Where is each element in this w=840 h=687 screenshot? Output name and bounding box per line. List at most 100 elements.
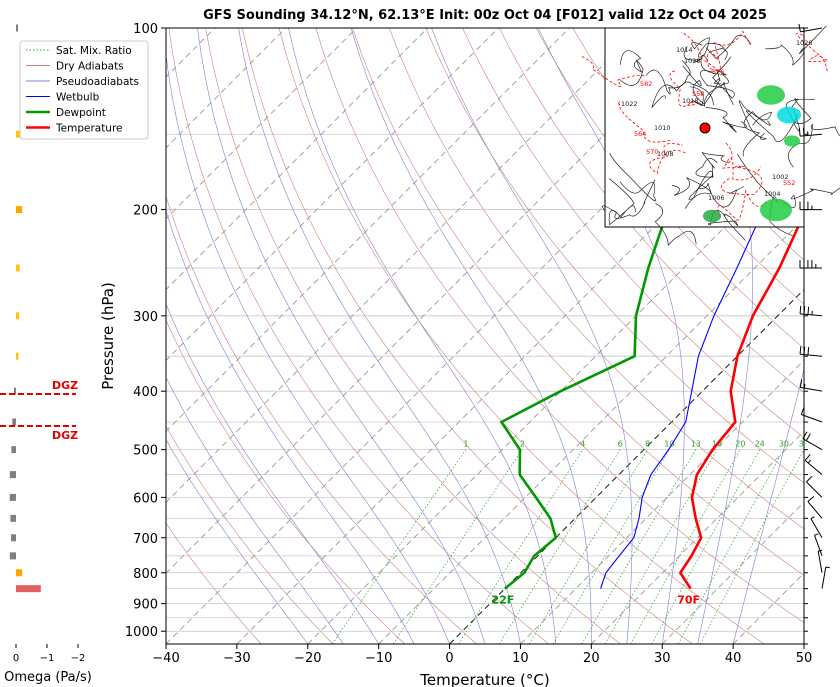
- isotherm: [166, 28, 357, 220]
- map-height-contour: [649, 143, 686, 175]
- map-height-contour: [724, 142, 762, 181]
- omega-bar: [9, 471, 16, 479]
- x-tick-label: −40: [152, 651, 179, 666]
- isotherm: [166, 28, 570, 432]
- isotherm: [591, 430, 804, 644]
- omega-bars: [9, 24, 41, 593]
- chart-title: GFS Sounding 34.12°N, 62.13°E Init: 00z …: [203, 8, 767, 23]
- map-contour-label: 570: [646, 148, 658, 156]
- pseudoadiabats: [166, 28, 804, 644]
- isotherm: [803, 643, 804, 644]
- y-tick-label: 400: [133, 385, 158, 400]
- map-contour-label: 1026: [796, 39, 813, 47]
- omega-bar: [16, 312, 20, 320]
- mixing-ratio-line: [651, 449, 761, 644]
- map-precip-area: [777, 106, 801, 124]
- map-height-contour: [669, 70, 700, 107]
- dry-adiabat: [425, 28, 804, 484]
- surface-annotations: 22F 70F: [491, 594, 700, 607]
- pseudoadiabat: [350, 28, 592, 644]
- map-coastline: [602, 179, 656, 219]
- dry-adiabat: [242, 28, 693, 644]
- isotherm: [166, 28, 287, 149]
- plot-frame: [165, 27, 805, 645]
- y-tick-label: 800: [133, 567, 158, 582]
- omega-bar: [16, 130, 21, 138]
- legend-label: Pseudoadiabats: [56, 76, 139, 88]
- mixing-ratio-label: 36: [799, 440, 809, 449]
- map-coastline: [787, 123, 840, 168]
- map-contour-label: 1018: [682, 97, 699, 105]
- mixing-ratio-label: 2: [520, 440, 525, 449]
- omega-tick-label: −1: [40, 653, 55, 664]
- wind-barb: [798, 23, 823, 33]
- pseudoadiabat: [680, 28, 754, 644]
- pseudoadiabat: [288, 28, 557, 644]
- omega-bar: [12, 418, 16, 426]
- wind-barb: [807, 495, 823, 519]
- x-tick-label: 10: [512, 651, 529, 666]
- legend: Sat. Mix. Ratio Dry Adiabats Pseudoadiabat…: [19, 40, 149, 140]
- omega-bar: [9, 552, 16, 560]
- pseudoadiabat: [166, 52, 450, 644]
- wind-barb: [800, 406, 823, 423]
- map-coastline: [651, 81, 714, 109]
- y-tick-label: 1000: [125, 625, 158, 640]
- x-tick-label: 20: [583, 651, 600, 666]
- pseudoadiabat: [166, 209, 415, 644]
- y-tick-label: 300: [133, 310, 158, 325]
- legend-label: Dry Adiabats: [56, 61, 124, 73]
- pseudoadiabat: [537, 28, 685, 644]
- isotherm: [307, 147, 804, 644]
- y-tick-label: 500: [133, 444, 158, 459]
- dry-adiabat: [830, 28, 840, 644]
- mixing-ratio-label: 24: [755, 440, 765, 449]
- map-coastline: [691, 37, 710, 62]
- mixing-ratio-label: 6: [618, 440, 623, 449]
- map-height-contour: [717, 189, 767, 221]
- wind-barb: [799, 260, 822, 269]
- map-coastline: [785, 98, 815, 124]
- map-height-contour: [681, 31, 719, 71]
- map-contour-label: 552: [783, 179, 795, 187]
- pseudoadiabat: [732, 367, 804, 644]
- dry-adiabat: [278, 28, 765, 644]
- dry-adiabat: [168, 28, 549, 644]
- legend-label: Temperature: [55, 123, 123, 135]
- map-precip-area: [760, 198, 792, 222]
- map-precip-area: [757, 85, 785, 105]
- series-wetbulb: [600, 134, 790, 589]
- omega-bar: [11, 534, 16, 542]
- omega-x-axis: 0 −1 −2: [13, 644, 86, 664]
- mixing-ratio-lines: [332, 449, 804, 644]
- isotherm: [166, 28, 641, 503]
- series-temperature: [679, 210, 804, 590]
- wind-barb: [799, 201, 822, 211]
- map-contour-label: 1028: [684, 57, 701, 65]
- surface-annotation: 22F: [491, 594, 514, 607]
- location-marker: [699, 122, 711, 134]
- map-coastline: [683, 46, 727, 82]
- mixing-ratio-label: 20: [735, 440, 745, 449]
- wind-barb: [821, 566, 830, 589]
- map-precip-area: [784, 135, 800, 147]
- dry-adiabat: [166, 195, 477, 644]
- omega-tick-label: 0: [13, 653, 19, 664]
- x-tick-label: 30: [654, 651, 671, 666]
- x-tick-label: 0: [445, 651, 453, 666]
- mixing-ratio-line: [630, 449, 741, 644]
- dry-adiabat: [535, 28, 804, 349]
- map-coastline: [699, 56, 735, 99]
- map-coastline: [654, 203, 697, 247]
- omega-tick-label: −2: [71, 653, 86, 664]
- mixing-ratio-label: 1: [463, 440, 468, 449]
- map-coastline: [742, 111, 773, 157]
- map-coastline: [609, 153, 656, 202]
- wind-barb: [806, 475, 823, 498]
- map-coastline: [645, 60, 691, 95]
- pseudoadiabat: [197, 28, 486, 644]
- map-coastline: [765, 25, 827, 66]
- map-height-contour: [713, 30, 751, 73]
- y-tick-label: 900: [133, 598, 158, 613]
